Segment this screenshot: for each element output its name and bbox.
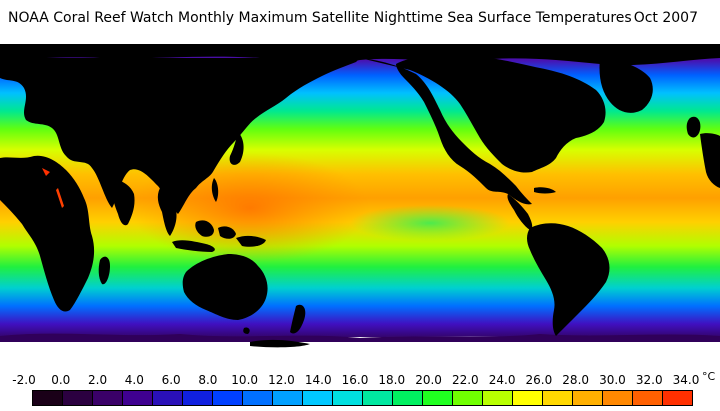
legend-tick-label: 24.0	[488, 373, 516, 387]
legend-color-cell	[663, 391, 692, 405]
legend-tick-label: 4.0	[124, 373, 144, 387]
legend-color-cell	[603, 391, 633, 405]
legend-tick-label: 12.0	[268, 373, 295, 387]
legend-color-cell	[633, 391, 663, 405]
legend-color-cell	[123, 391, 153, 405]
sst-map-graphic	[0, 38, 720, 368]
legend-tick-label: 32.0	[635, 373, 663, 387]
legend-color-cell	[363, 391, 393, 405]
title-text: NOAA Coral Reef Watch Monthly Maximum Sa…	[8, 10, 632, 26]
legend-color-cell	[63, 391, 93, 405]
legend-color-cell	[153, 391, 183, 405]
legend-tick-label: 26.0	[525, 373, 553, 387]
land-masses	[0, 44, 720, 348]
legend-color-cell	[213, 391, 243, 405]
title-date: Oct 2007	[633, 10, 698, 26]
sst-map	[0, 38, 720, 368]
legend-tick-label: 6.0	[161, 373, 181, 387]
legend-color-cell	[453, 391, 483, 405]
legend-color-cell	[543, 391, 573, 405]
persian-gulf-warm	[42, 168, 50, 176]
legend-tick-label: 20.0	[415, 373, 442, 387]
arctic-sea-ice	[0, 38, 720, 44]
legend-color-cell	[183, 391, 213, 405]
legend-tick-label: 14.0	[304, 373, 332, 387]
legend-color-cell	[303, 391, 333, 405]
legend-color-cell	[423, 391, 453, 405]
legend-labels: -2.0 0.0 2.0 4.0 6.0 8.0 10.0 12.0 14.0 16.0 18.0 2…	[0, 370, 720, 388]
legend-color-cell	[573, 391, 603, 405]
legend-color-cell	[393, 391, 423, 405]
legend-tick-label: 18.0	[378, 373, 406, 387]
legend-tick-label: 16.0	[341, 373, 369, 387]
legend-color-cell	[333, 391, 363, 405]
color-scale-bar	[32, 390, 693, 406]
legend-color-cell	[243, 391, 273, 405]
legend-color-cell	[93, 391, 123, 405]
legend-color-cell	[513, 391, 543, 405]
legend-color-cell	[33, 391, 63, 405]
legend-tick-label: 34.0	[672, 373, 700, 387]
map-title: NOAA Coral Reef Watch Monthly Maximum Sa…	[8, 10, 712, 26]
legend-tick-label: -2.0	[12, 373, 36, 387]
legend-unit: °C	[702, 370, 716, 383]
legend-tick-label: 0.0	[51, 373, 71, 387]
legend-color-cell	[483, 391, 513, 405]
legend-tick-label: 22.0	[451, 373, 479, 387]
legend-color-cell	[273, 391, 303, 405]
legend-tick-label: 28.0	[562, 373, 590, 387]
legend-tick-label: 30.0	[599, 373, 626, 387]
red-sea-warm	[56, 188, 64, 208]
legend-tick-label: 2.0	[88, 373, 108, 387]
antarctic-sea-ice	[0, 336, 720, 368]
legend-tick-label: 8.0	[198, 373, 218, 387]
legend-tick-label: 10.0	[231, 373, 259, 387]
eastern-pacific-cold-tongue	[350, 205, 510, 241]
